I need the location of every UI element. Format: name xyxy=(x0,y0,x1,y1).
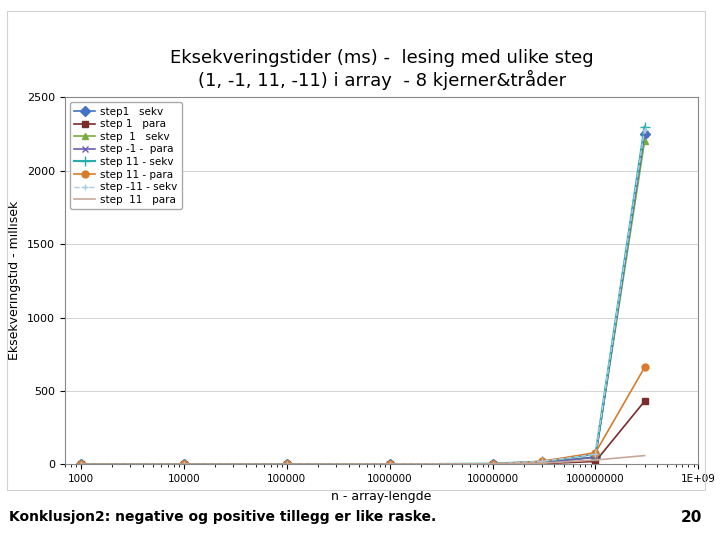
step 11 - sekv xyxy=(591,451,600,457)
step  1   sekv xyxy=(179,461,188,468)
step  11   para xyxy=(179,461,188,468)
step  1   sekv xyxy=(76,461,85,468)
step -11 - sekv xyxy=(488,461,497,467)
step -11 - sekv xyxy=(537,458,546,465)
step1   sekv xyxy=(488,461,497,467)
step 1   para xyxy=(385,461,394,468)
step1   sekv xyxy=(179,461,188,468)
step 1   para xyxy=(282,461,291,468)
step -1 -  para xyxy=(488,461,497,467)
step  11   para xyxy=(488,461,497,467)
step 11 - sekv xyxy=(385,461,394,468)
step -11 - sekv xyxy=(591,451,600,457)
step  11   para xyxy=(282,461,291,468)
step1   sekv xyxy=(591,454,600,460)
step -1 -  para xyxy=(282,461,291,468)
step  11   para xyxy=(76,461,85,468)
step -11 - sekv xyxy=(282,461,291,468)
step 1   para xyxy=(537,461,546,467)
Y-axis label: Eksekveringstid - millisek: Eksekveringstid - millisek xyxy=(9,201,22,360)
step 11 - para xyxy=(179,461,188,468)
step -11 - sekv xyxy=(76,461,85,468)
Line: step1   sekv: step1 sekv xyxy=(77,131,648,468)
step  1   sekv xyxy=(591,454,600,460)
X-axis label: n - array-lengde: n - array-lengde xyxy=(331,490,432,503)
Line: step -11 - sekv: step -11 - sekv xyxy=(77,126,648,468)
step 1   para xyxy=(76,461,85,468)
Line: step -1 -  para: step -1 - para xyxy=(77,131,648,468)
step -1 -  para xyxy=(76,461,85,468)
step 11 - sekv xyxy=(488,461,497,467)
Line: step  11   para: step 11 para xyxy=(81,456,644,464)
step 11 - para xyxy=(640,364,649,370)
step -11 - sekv xyxy=(385,461,394,468)
step 11 - para xyxy=(385,461,394,468)
step  1   sekv xyxy=(488,461,497,467)
step 1   para xyxy=(179,461,188,468)
step -1 -  para xyxy=(179,461,188,468)
step 11 - sekv xyxy=(179,461,188,468)
step  11   para xyxy=(537,460,546,467)
step 11 - para xyxy=(488,461,497,467)
step -1 -  para xyxy=(385,461,394,468)
step 1   para xyxy=(591,458,600,465)
step -1 -  para xyxy=(537,460,546,466)
Line: step 11 - sekv: step 11 - sekv xyxy=(76,122,649,469)
Line: step 11 - para: step 11 - para xyxy=(77,364,648,468)
Legend: step1   sekv, step 1   para, step  1   sekv, step -1 -  para, step 11 - sekv, st: step1 sekv, step 1 para, step 1 sekv, st… xyxy=(70,103,181,209)
step 11 - para xyxy=(76,461,85,468)
step 11 - para xyxy=(537,458,546,465)
step 1   para xyxy=(640,398,649,404)
Line: step  1   sekv: step 1 sekv xyxy=(77,138,648,468)
step  1   sekv xyxy=(537,460,546,466)
step  1   sekv xyxy=(640,138,649,145)
step  11   para xyxy=(640,453,649,459)
step -1 -  para xyxy=(640,131,649,137)
step 11 - sekv xyxy=(282,461,291,468)
step 11 - para xyxy=(591,449,600,456)
step1   sekv xyxy=(537,460,546,466)
step1   sekv xyxy=(282,461,291,468)
step1   sekv xyxy=(76,461,85,468)
Title: Eksekveringstider (ms) -  lesing med ulike steg
(1, -1, 11, -11) i array  - 8 kj: Eksekveringstider (ms) - lesing med ulik… xyxy=(170,49,593,90)
step 11 - sekv xyxy=(537,458,546,465)
step  11   para xyxy=(591,457,600,463)
step 11 - sekv xyxy=(76,461,85,468)
step  11   para xyxy=(385,461,394,468)
step 11 - para xyxy=(282,461,291,468)
Text: 20: 20 xyxy=(680,510,702,524)
step 1   para xyxy=(488,461,497,467)
Line: step 1   para: step 1 para xyxy=(77,398,648,468)
step 11 - sekv xyxy=(640,123,649,130)
step  1   sekv xyxy=(385,461,394,468)
step  1   sekv xyxy=(282,461,291,468)
step -1 -  para xyxy=(591,454,600,460)
step -11 - sekv xyxy=(179,461,188,468)
step -11 - sekv xyxy=(640,126,649,133)
step1   sekv xyxy=(640,131,649,137)
step1   sekv xyxy=(385,461,394,468)
Text: Konklusjon2: negative og positive tillegg er like raske.: Konklusjon2: negative og positive tilleg… xyxy=(9,510,436,524)
